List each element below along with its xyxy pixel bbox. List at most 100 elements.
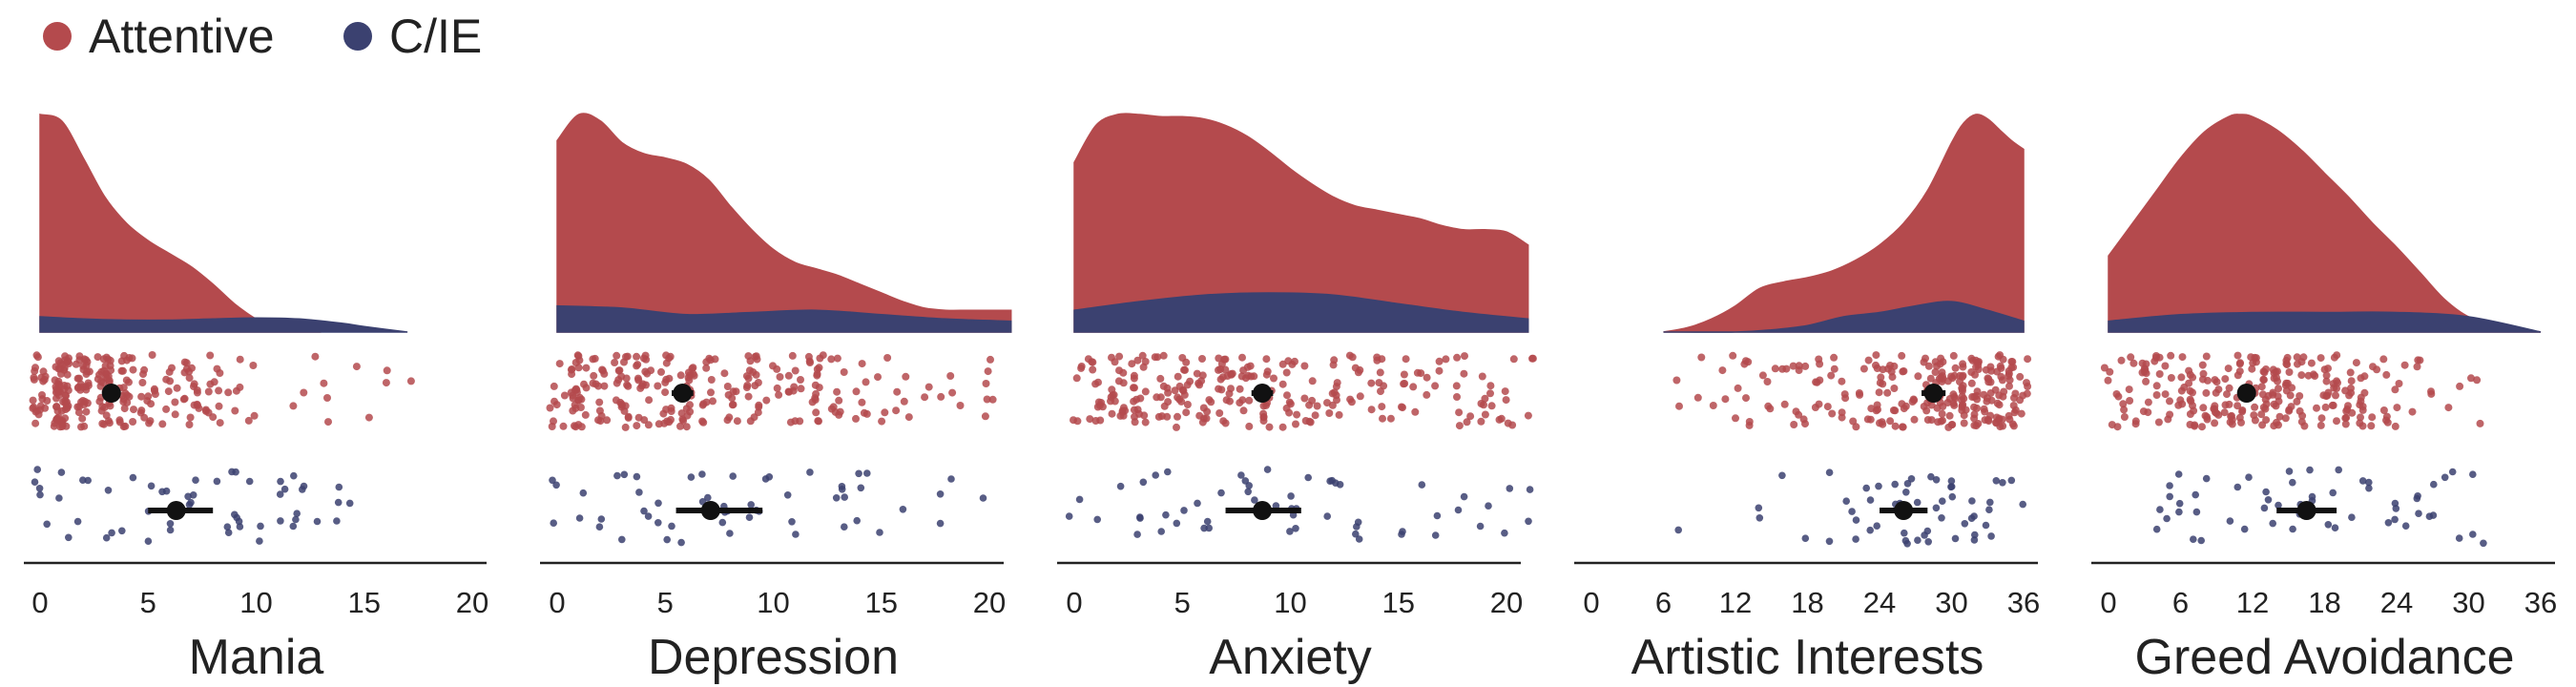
point-attentive — [595, 398, 604, 406]
density-attentive — [2108, 114, 2542, 333]
point-attentive — [1141, 418, 1150, 427]
point-attentive — [2341, 414, 2350, 423]
point-attentive — [300, 388, 308, 397]
point-attentive — [661, 378, 670, 386]
point-attentive — [1411, 407, 1420, 416]
point-attentive — [2010, 394, 2018, 402]
point-attentive — [621, 423, 630, 431]
point-cie — [166, 520, 175, 528]
point-attentive — [2177, 373, 2186, 382]
point-cie — [1992, 477, 2001, 485]
point-attentive — [1089, 365, 1097, 374]
point-attentive — [711, 355, 719, 364]
point-attentive — [2131, 420, 2140, 428]
point-attentive — [118, 366, 127, 375]
point-cie — [2324, 521, 2333, 529]
point-cie — [1985, 506, 1993, 513]
point-cie — [613, 471, 621, 480]
point-attentive — [1801, 362, 1810, 370]
point-attentive — [2346, 368, 2355, 377]
point-cie — [1901, 536, 1910, 545]
point-attentive — [2167, 374, 2175, 382]
point-attentive — [600, 369, 609, 378]
point-cie — [2174, 470, 2183, 478]
point-attentive — [1140, 411, 1149, 420]
point-attentive — [98, 420, 107, 427]
point-attentive — [1132, 395, 1141, 404]
point-cie — [618, 535, 626, 544]
point-attentive — [1400, 380, 1408, 388]
point-attentive — [323, 394, 331, 402]
point-cie — [1914, 536, 1922, 544]
point-attentive — [1139, 363, 1148, 371]
point-attentive — [2152, 391, 2161, 399]
point-attentive — [1732, 414, 1739, 423]
point-attentive — [1239, 366, 1248, 375]
point-attentive — [1154, 412, 1163, 421]
point-cie — [2430, 480, 2438, 489]
point-cie — [233, 513, 240, 522]
point-attentive — [2009, 402, 2018, 409]
x-tick-label: 30 — [2452, 586, 2484, 619]
point-attentive — [1883, 388, 1892, 397]
point-attentive — [639, 354, 648, 363]
point-attentive — [1997, 372, 2005, 381]
point-attentive — [180, 358, 189, 366]
point-attentive — [2237, 418, 2245, 427]
point-attentive — [1221, 365, 1230, 374]
point-cie — [1152, 471, 1159, 479]
point-attentive — [1241, 374, 1250, 383]
point-cie — [718, 518, 727, 527]
point-attentive — [835, 396, 843, 405]
point-attentive — [2324, 388, 2333, 397]
point-cie — [1947, 483, 1955, 491]
point-attentive — [2317, 414, 2326, 423]
point-attentive — [2357, 374, 2365, 383]
point-attentive — [1992, 413, 2001, 422]
point-attentive — [1502, 396, 1510, 405]
point-cie — [704, 493, 712, 502]
x-tick-label: 20 — [1490, 586, 1523, 619]
point-cie — [290, 471, 298, 480]
point-attentive — [667, 407, 675, 415]
point-attentive — [1481, 410, 1489, 419]
point-attentive — [2140, 364, 2149, 373]
point-attentive — [852, 387, 861, 396]
point-attentive — [1378, 403, 1386, 411]
point-attentive — [2005, 376, 2014, 385]
point-attentive — [1758, 371, 1767, 380]
point-attentive — [1922, 406, 1931, 415]
point-attentive — [1478, 372, 1486, 381]
point-attentive — [1453, 393, 1461, 401]
point-attentive — [1203, 407, 1212, 416]
point-attentive — [805, 357, 814, 365]
point-attentive — [640, 416, 649, 425]
point-attentive — [83, 367, 92, 376]
point-cie — [2190, 535, 2197, 543]
point-attentive — [2005, 382, 2013, 390]
point-attentive — [2127, 353, 2135, 362]
point-attentive — [1795, 366, 1803, 374]
point-attentive — [1308, 396, 1317, 405]
point-attentive — [2296, 392, 2304, 400]
point-attentive — [1453, 353, 1462, 362]
point-attentive — [2005, 411, 2013, 420]
point-attentive — [1386, 414, 1395, 423]
x-tick-label: 36 — [2007, 586, 2040, 619]
point-attentive — [1156, 374, 1165, 383]
point-attentive — [1878, 418, 1886, 427]
point-attentive — [791, 366, 800, 375]
point-cie — [184, 492, 192, 501]
point-cie — [663, 535, 671, 544]
point-attentive — [1455, 408, 1464, 417]
point-cie — [1251, 496, 1258, 504]
x-tick-label: 5 — [1174, 586, 1191, 619]
point-cie — [2469, 531, 2477, 538]
point-attentive — [597, 411, 606, 420]
point-attentive — [2178, 400, 2187, 408]
point-attentive — [2251, 403, 2259, 411]
point-attentive — [190, 380, 198, 388]
point-attentive — [1072, 374, 1081, 383]
point-attentive — [1886, 417, 1895, 426]
point-cie — [2202, 474, 2211, 483]
